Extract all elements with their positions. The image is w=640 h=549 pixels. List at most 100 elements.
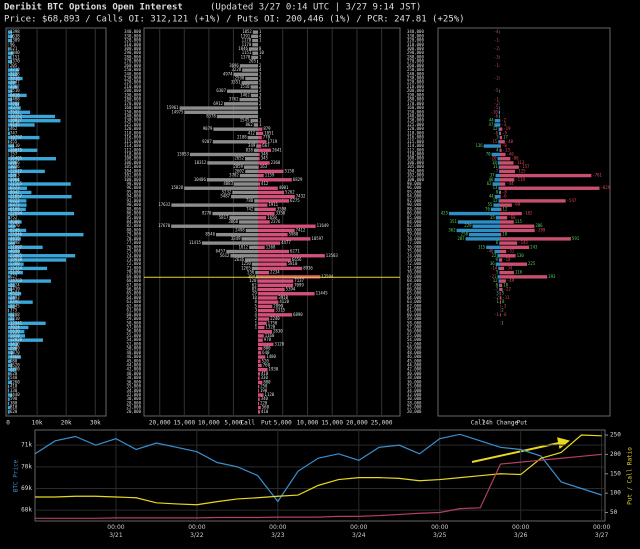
put-bar [258,258,291,262]
call-bar [252,51,258,55]
call-change-bar [498,110,500,114]
put-change-bar [500,178,515,182]
bar [8,275,10,279]
bar [8,135,40,140]
put-change-bar [500,140,505,144]
strike-label: 118,000 [124,130,141,135]
strike-label: 290,000 [124,50,141,55]
value-label: 3860 [228,219,238,224]
value-label: 163 [260,164,268,169]
strike-label: 116,000 [124,135,141,140]
strike-label: 150,000 [407,109,424,114]
call-bar [251,34,258,39]
strike-label: 66,000 [407,287,422,292]
value-label: 1870 [10,350,20,355]
strike-label: 88,000 [407,206,422,211]
strike-label: 260,000 [407,63,424,68]
value-label: 1 [496,299,499,304]
value-label: -49 [507,278,515,283]
put-bar [258,279,294,283]
x-tick-label: 25,000 [371,420,393,427]
value-label: 1419 [10,287,20,292]
put-change-bar [500,266,505,271]
value-label: 62 [487,181,492,186]
value-label: 3783 [10,101,20,106]
put-bar [258,144,262,148]
panel-frame [5,27,107,417]
x-tick-label: 00:00 3/26 [512,524,530,539]
call-change-bar [469,232,500,237]
y2-tick-label: 50 [610,509,618,516]
value-label: -761 [592,173,602,178]
value-label: 136 [475,143,483,148]
strike-label: 63,000 [127,299,142,304]
value-label: 6912 [213,101,223,106]
strike-label: 28,000 [127,400,142,405]
strike-label: 210,000 [407,84,424,89]
strike-label: 76,000 [407,244,422,249]
value-label: 640 [262,350,270,355]
strike-label: 48,000 [127,350,142,355]
call-bar [245,258,258,262]
bar [8,287,13,292]
put-change-bar [500,199,566,203]
value-label: 556 [247,270,255,275]
value-label: 10 [502,232,507,237]
bar [8,157,56,161]
x-tick-label: 00:00 3/25 [431,524,449,539]
value-label: -4 [494,29,499,34]
value-label: 362 [448,227,456,232]
bar [8,68,19,72]
strike-label: 75,000 [407,249,422,254]
value-label: 2 [259,101,262,106]
call-bar [252,38,258,43]
value-label: 3598 [277,206,287,211]
put-bar [258,313,293,317]
value-label: 1370 [10,59,20,64]
value-label: 2859 [233,164,243,169]
call-change-bar [498,279,500,283]
strike-label: 63,000 [407,299,422,304]
value-label: 4120 [279,299,289,304]
put-bar [258,283,294,287]
value-label: 229 [464,223,472,228]
strike-label: 65,000 [407,291,422,296]
put-change-bar [500,144,501,148]
value-label: 7099 [294,282,304,287]
put-bar [258,178,292,182]
bar [8,393,13,397]
call-bar [254,199,258,203]
put-change-bar [500,283,503,287]
value-label: -5 [494,88,499,93]
value-label: 1398 [10,29,20,34]
put-bar [258,237,311,241]
call-bar [245,228,258,233]
strike-label: 20,000 [407,409,422,414]
value-label: 394 [248,274,256,279]
strike-label: 55,000 [407,333,422,338]
value-label: 375 [10,308,18,313]
value-label: 1 [259,54,262,59]
put-bar [258,397,260,401]
strike-label: 59,000 [127,316,142,321]
strike-label: 220,000 [407,80,424,85]
bar [8,397,10,401]
call-bar [213,127,258,131]
put-bar [258,203,268,207]
value-label: 3349 [231,236,241,241]
value-label: -182 [523,211,533,216]
y-axis-label: BTC Price [13,459,20,492]
value-label: 1719 [268,139,278,144]
strike-label: 44,000 [127,362,142,367]
strike-label: 40,000 [407,371,422,376]
value-label: 620 [10,409,18,414]
value-label: 2602 [235,168,245,173]
y2-tick-label: 150 [610,470,621,477]
bar [8,89,13,93]
value-label: 205 [249,59,257,64]
value-label: -44 [506,181,514,186]
value-label: 970 [264,337,272,342]
bar [8,81,16,85]
value-label: -7 [493,168,498,173]
